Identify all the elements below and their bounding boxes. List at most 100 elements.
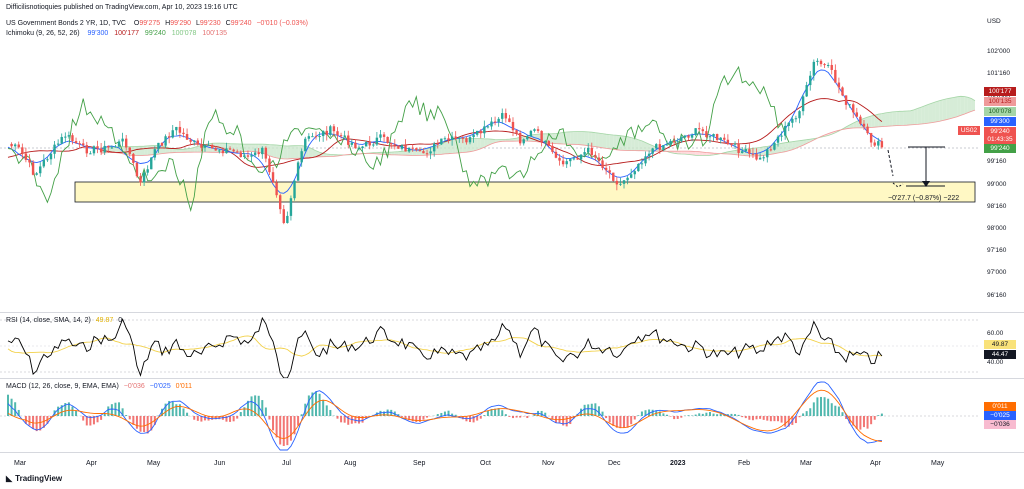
candle-body bbox=[880, 141, 884, 148]
macd-histogram-bar bbox=[845, 416, 848, 419]
candle-body bbox=[472, 134, 475, 138]
macd-legend[interactable]: MACD (12, 26, close, 9, EMA, EMA) −0'036… bbox=[6, 383, 192, 390]
macd-signal-value: 0'011 bbox=[175, 383, 193, 390]
macd-histogram-bar bbox=[734, 414, 737, 416]
candle-body bbox=[561, 160, 565, 165]
cloud-segment bbox=[588, 131, 592, 147]
macd-histogram-bar bbox=[862, 416, 865, 428]
cloud-segment bbox=[756, 147, 761, 156]
candle-body bbox=[637, 163, 640, 172]
macd-histogram-bar bbox=[436, 414, 439, 416]
macd-pane[interactable] bbox=[7, 381, 883, 451]
macd-histogram-bar bbox=[762, 416, 765, 420]
macd-line bbox=[7, 381, 882, 451]
macd-histogram-bar bbox=[121, 408, 124, 416]
macd-histogram-bar bbox=[135, 416, 138, 429]
macd-histogram-bar bbox=[472, 416, 475, 423]
rsi-legend[interactable]: RSI (14, close, SMA, 14, 2) 49.87 0 bbox=[6, 317, 122, 324]
macd-histogram-bar bbox=[268, 416, 271, 420]
candle-body bbox=[461, 137, 465, 139]
cloud-segment bbox=[444, 140, 449, 154]
cloud-segment bbox=[577, 131, 582, 145]
ichimoku-legend[interactable]: Ichimoku (9, 26, 52, 26) 99'300 100'177 … bbox=[6, 30, 227, 37]
candle-body bbox=[117, 141, 121, 147]
pane-divider-rsi[interactable] bbox=[0, 312, 1024, 313]
candle-body bbox=[744, 149, 747, 152]
cloud-segment bbox=[688, 151, 693, 155]
tradingview-logo[interactable]: ◣ TradingView bbox=[6, 474, 62, 483]
change-value: −0'010 (−0.03%) bbox=[256, 20, 309, 27]
price-tick: 99'000 bbox=[987, 181, 1007, 188]
cloud-segment bbox=[939, 99, 943, 122]
candle-body bbox=[300, 151, 303, 163]
candle-body bbox=[826, 64, 830, 66]
macd-histogram-bar bbox=[658, 411, 661, 416]
candle-body bbox=[411, 147, 414, 149]
ichimoku-span-b-value: 100'135 bbox=[202, 30, 228, 37]
candle-body bbox=[314, 136, 318, 138]
candle-body bbox=[239, 152, 242, 158]
candle-body bbox=[783, 125, 787, 136]
macd-histogram-bar bbox=[49, 416, 52, 418]
macd-histogram-bar bbox=[39, 416, 42, 431]
projection-dashed-line[interactable] bbox=[887, 149, 894, 177]
macd-histogram-bar bbox=[748, 416, 751, 420]
candle-body bbox=[164, 136, 167, 146]
cloud-segment bbox=[910, 109, 915, 125]
candle-body bbox=[71, 135, 74, 142]
candle-body bbox=[737, 143, 740, 153]
macd-histogram-bar bbox=[837, 406, 840, 416]
macd-histogram-bar bbox=[673, 416, 676, 420]
macd-histogram-bar bbox=[443, 411, 446, 416]
candle-body bbox=[733, 143, 737, 145]
price-tag: 99'300 bbox=[984, 117, 1016, 126]
candle-body bbox=[171, 130, 174, 138]
macd-histogram-bar bbox=[526, 416, 529, 419]
macd-histogram-bar bbox=[508, 416, 511, 417]
price-tag: 100'078 bbox=[984, 107, 1016, 116]
macd-tag: 0'011 bbox=[984, 402, 1016, 411]
candle-body bbox=[579, 154, 583, 160]
macd-histogram-bar bbox=[229, 416, 232, 422]
macd-histogram-bar bbox=[590, 403, 593, 416]
candle-body bbox=[85, 145, 88, 154]
time-axis-label: Mar bbox=[14, 460, 27, 467]
candle-body bbox=[200, 144, 203, 148]
macd-histogram-bar bbox=[866, 416, 869, 429]
candle-body bbox=[390, 142, 393, 145]
candle-body bbox=[78, 143, 81, 145]
cloud-segment bbox=[237, 143, 241, 153]
macd-histogram-bar bbox=[608, 416, 611, 423]
cloud-segment bbox=[684, 151, 689, 155]
candle-body bbox=[404, 145, 407, 152]
macd-histogram-bar bbox=[110, 404, 113, 416]
candle-body bbox=[253, 152, 257, 156]
support-zone-rectangle[interactable] bbox=[74, 181, 976, 203]
cloud-segment bbox=[892, 111, 897, 126]
candle-body bbox=[350, 142, 354, 145]
rsi-pane[interactable] bbox=[7, 316, 883, 379]
symbol-name[interactable]: US Government Bonds 2 YR, 1D, TVC bbox=[6, 20, 126, 27]
macd-histogram-bar bbox=[784, 416, 787, 427]
macd-histogram-bar bbox=[397, 414, 400, 416]
candle-body bbox=[193, 140, 196, 142]
macd-histogram-bar bbox=[100, 416, 103, 420]
cloud-segment bbox=[881, 112, 886, 127]
candle-body bbox=[665, 144, 669, 146]
candle-body bbox=[612, 172, 615, 181]
candle-body bbox=[447, 138, 450, 140]
cloud-segment bbox=[287, 145, 291, 159]
macd-histogram-bar bbox=[741, 416, 744, 418]
price-tick: 102'000 bbox=[987, 48, 1010, 55]
candle-body bbox=[615, 180, 619, 185]
cloud-segment bbox=[459, 138, 463, 153]
cloud-segment bbox=[598, 133, 603, 148]
macd-histogram-bar bbox=[669, 416, 672, 417]
pane-divider-macd[interactable] bbox=[0, 378, 1024, 379]
cloud-segment bbox=[294, 145, 299, 159]
macd-histogram-bar bbox=[687, 415, 690, 416]
candle-body bbox=[110, 147, 114, 149]
macd-histogram-bar bbox=[386, 409, 389, 416]
candle-body bbox=[712, 134, 715, 137]
